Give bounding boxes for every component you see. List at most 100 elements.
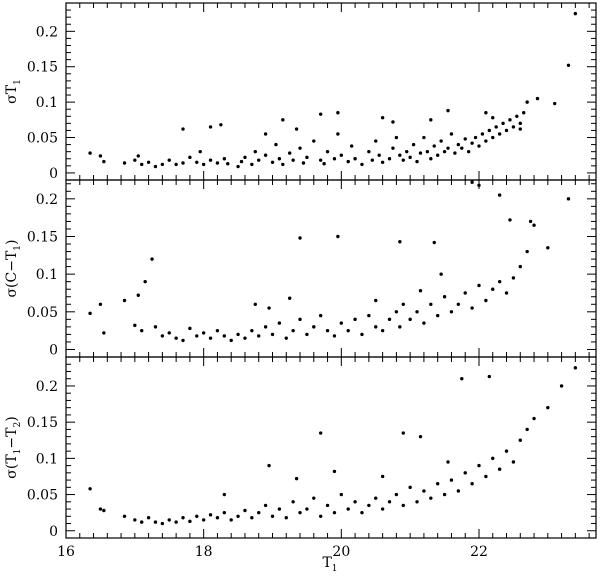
data-point [195,334,199,338]
data-point [291,500,295,504]
data-point [511,460,516,464]
data-point [473,135,478,140]
data-point [425,149,430,154]
data-point [167,518,171,522]
data-point [546,246,550,250]
data-point [470,482,474,486]
data-point [339,153,344,157]
data-point [288,296,292,300]
data-point [374,325,378,329]
data-point [353,500,357,504]
data-point [525,100,529,104]
x-tick-label: 22 [470,544,488,560]
data-point [88,487,92,491]
data-point [401,302,405,306]
data-point [143,279,147,284]
data-point [398,325,402,329]
data-point [484,139,488,143]
data-point [312,496,316,500]
data-point [250,516,254,520]
data-point [140,328,144,333]
data-point [418,151,423,155]
data-point [504,449,509,453]
y-tick-label: 0.1 [36,267,58,283]
data-point [415,310,419,314]
data-point [150,257,154,261]
data-point [208,336,213,340]
data-point [367,503,371,508]
data-point [525,427,529,432]
data-point [484,474,488,479]
data-point [167,331,171,335]
data-point [418,289,423,293]
data-point [449,132,454,136]
data-point [346,328,350,333]
y-axis-label-top: σT1 [4,79,23,104]
data-point [377,153,381,157]
y-tick-label: 0.1 [36,95,58,111]
data-point [250,328,254,333]
data-point [435,482,440,486]
data-point [504,128,509,133]
data-point [291,158,295,162]
data-point [491,287,495,291]
data-point [146,160,151,164]
data-point [294,476,299,481]
data-point [305,507,309,511]
data-point [198,149,202,154]
data-point [88,151,92,155]
x-tick-label: 20 [332,544,350,560]
data-point [360,162,364,167]
data-point [573,11,578,16]
y-tick-label: 0 [49,166,58,182]
data-point [508,118,512,122]
data-point [387,157,392,161]
data-point [257,158,261,162]
data-point [222,510,227,515]
data-point [518,127,522,131]
data-point [497,132,502,136]
data-point [136,293,140,297]
data-point [229,518,233,522]
data-point [387,500,392,504]
data-point [380,328,385,333]
data-point [446,108,450,113]
data-point [250,162,254,167]
data-point [98,154,103,158]
data-point [477,463,481,468]
y-tick-label: 0.15 [27,60,58,76]
data-point [387,317,392,322]
panel-frame-bottom [65,356,597,539]
x-axis-label: T1 [322,555,337,574]
x-tick-label: 16 [57,544,75,560]
data-point [429,496,433,500]
data-point [201,518,206,522]
y-label-suffix2: ) [4,416,20,421]
data-point [312,139,316,143]
data-point [174,336,178,340]
data-point [456,489,461,493]
data-point [518,121,522,126]
y-tick-label: 0 [49,524,58,540]
data-point [374,139,378,143]
data-point [257,510,261,515]
data-point [394,492,399,497]
data-point [418,434,423,439]
data-point [497,193,502,197]
data-point [281,162,285,167]
data-point [470,141,474,145]
data-point [188,519,192,524]
data-point [525,249,529,254]
data-point [208,125,213,129]
y-tick-label: 0.15 [27,415,58,431]
data-point [432,240,436,245]
data-point [353,157,357,161]
data-point [470,306,474,310]
data-point [394,135,399,140]
data-point [195,514,199,518]
panel-middle: 0 0.05 0.1 0.15 0.2 σ(C−T1) [4,179,597,358]
x-axis-label-sub: 1 [332,564,338,574]
data-point [566,197,571,201]
y-label-sub: 1 [13,449,23,455]
